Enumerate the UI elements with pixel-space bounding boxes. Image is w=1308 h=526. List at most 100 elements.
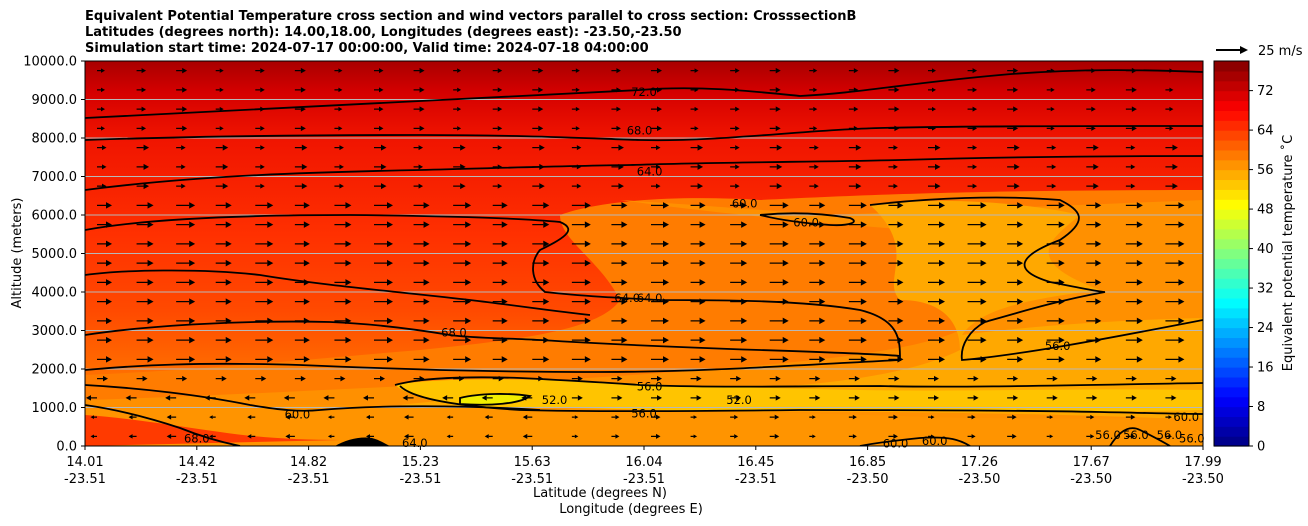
wind-vector-head <box>656 145 661 151</box>
wind-vectors <box>86 67 1185 439</box>
wind-vector-head <box>1136 317 1143 325</box>
wind-vector-head <box>934 395 939 401</box>
y-axis-ticks: 0.0 1000.0 2000.0 3000.0 4000.0 5000.0 6000.0 7… <box>23 55 85 455</box>
wind-vector-head <box>932 106 936 112</box>
wind-vector-head <box>147 298 154 305</box>
wind-vector-head <box>143 183 150 190</box>
y-axis-label: Altitude (meters) <box>10 198 25 309</box>
wind-vector-head <box>657 106 662 112</box>
wind-vector-head <box>1013 125 1019 132</box>
wind-vector-head <box>465 221 472 228</box>
wind-vector-head <box>543 279 550 286</box>
wind-vector-head <box>813 126 818 131</box>
wind-vector-head <box>1136 298 1143 305</box>
wind-vector-head <box>939 336 945 344</box>
wind-vector-head <box>339 164 344 170</box>
wind-vector-head <box>939 259 945 267</box>
wind-vector-head <box>1095 221 1102 228</box>
wind-vector-head <box>521 395 527 401</box>
wind-vector-head <box>1095 279 1102 286</box>
colorbar-segment <box>1214 189 1249 200</box>
colorbar-segment <box>1214 248 1249 260</box>
colorbar-tick-label: 24 <box>1257 321 1274 336</box>
wind-vector-head <box>1168 415 1172 420</box>
wind-vector-head <box>181 164 186 170</box>
contour-label: 56.0 <box>1045 339 1071 353</box>
wind-vector-head <box>1136 336 1143 344</box>
colorbar-segment <box>1214 327 1249 339</box>
wind-vector-head <box>699 259 706 267</box>
wind-vector-head <box>300 106 306 112</box>
wind-vector-head <box>339 145 344 151</box>
wind-vector-head <box>538 106 544 112</box>
wind-vector-head <box>939 356 945 363</box>
wind-vector-head <box>775 67 781 74</box>
wind-vector-head <box>693 415 698 420</box>
wind-vector-head <box>1095 259 1102 267</box>
wind-vector-head <box>697 163 704 170</box>
wind-vector-head <box>106 317 112 325</box>
wind-vector-head <box>260 164 265 170</box>
wind-vector-head <box>497 145 503 151</box>
wind-vector-head <box>260 183 265 189</box>
wind-vector-head <box>934 375 939 382</box>
wind-vector-head <box>147 336 154 344</box>
wind-vector-head <box>225 336 232 344</box>
wind-vector-head <box>782 240 789 248</box>
x-tick-label-lon: -23.50 <box>958 472 1000 487</box>
wind-vector-head <box>543 202 550 209</box>
colorbar-segment <box>1214 90 1249 102</box>
colorbar-segment <box>1214 61 1249 72</box>
wind-vector-head <box>387 221 393 228</box>
wind-vector-head <box>102 183 107 189</box>
wind-vector-head <box>446 434 451 439</box>
wind-vector-head <box>423 317 430 325</box>
wind-vector-head <box>815 395 821 401</box>
wind-vector-head <box>484 414 489 420</box>
colorbar-tick-label: 40 <box>1257 242 1274 257</box>
wind-vector-head <box>1131 67 1137 74</box>
wind-vector-head <box>1058 298 1065 305</box>
wind-vector-head <box>345 356 352 363</box>
wind-vector-head <box>621 336 628 344</box>
wind-vector-head <box>182 67 188 74</box>
colorbar-segment <box>1214 110 1249 121</box>
wind-vector-head <box>387 356 393 363</box>
x-tick-label-lon: -23.50 <box>1182 472 1224 487</box>
colorbar-segment <box>1214 268 1249 279</box>
wind-vector-head <box>381 144 387 151</box>
wind-vector-head <box>697 144 704 151</box>
wind-vector-head <box>894 125 900 132</box>
wind-vector-head <box>663 240 669 248</box>
wind-vector-head <box>1058 259 1065 267</box>
wind-vector-head <box>267 221 274 228</box>
wind-vector-head <box>935 183 941 190</box>
wind-vector-head <box>663 356 669 363</box>
wind-vector-head <box>303 221 310 228</box>
wind-vector-head <box>973 395 979 401</box>
contour-label: 56.0 <box>631 406 657 420</box>
wind-vector-head <box>774 433 780 439</box>
wind-vector-head <box>860 298 867 305</box>
wind-vector-head <box>543 298 550 305</box>
wind-vector-head <box>501 259 508 267</box>
wind-vector-head <box>1136 221 1143 228</box>
field-region-surface-red <box>85 415 340 446</box>
wind-vector-head <box>939 202 945 209</box>
wind-vector-head <box>618 163 624 170</box>
wind-vector-head <box>1095 298 1102 305</box>
wind-vector-head <box>1090 434 1095 439</box>
wind-vector-head <box>693 434 698 439</box>
colorbar-label: Equivalent potential temperature ˚C <box>1280 135 1296 371</box>
wind-vector-head <box>1017 221 1024 228</box>
wind-vector-head <box>340 375 346 382</box>
wind-vector-head <box>300 67 306 74</box>
wind-vector-head <box>939 279 945 286</box>
wind-vector-head <box>345 298 352 305</box>
wind-vector-head <box>261 375 267 382</box>
wind-vector-head <box>1178 202 1185 209</box>
wind-vector-head <box>345 336 352 344</box>
wind-vector-head <box>576 183 582 189</box>
wind-vector-head <box>106 356 112 363</box>
